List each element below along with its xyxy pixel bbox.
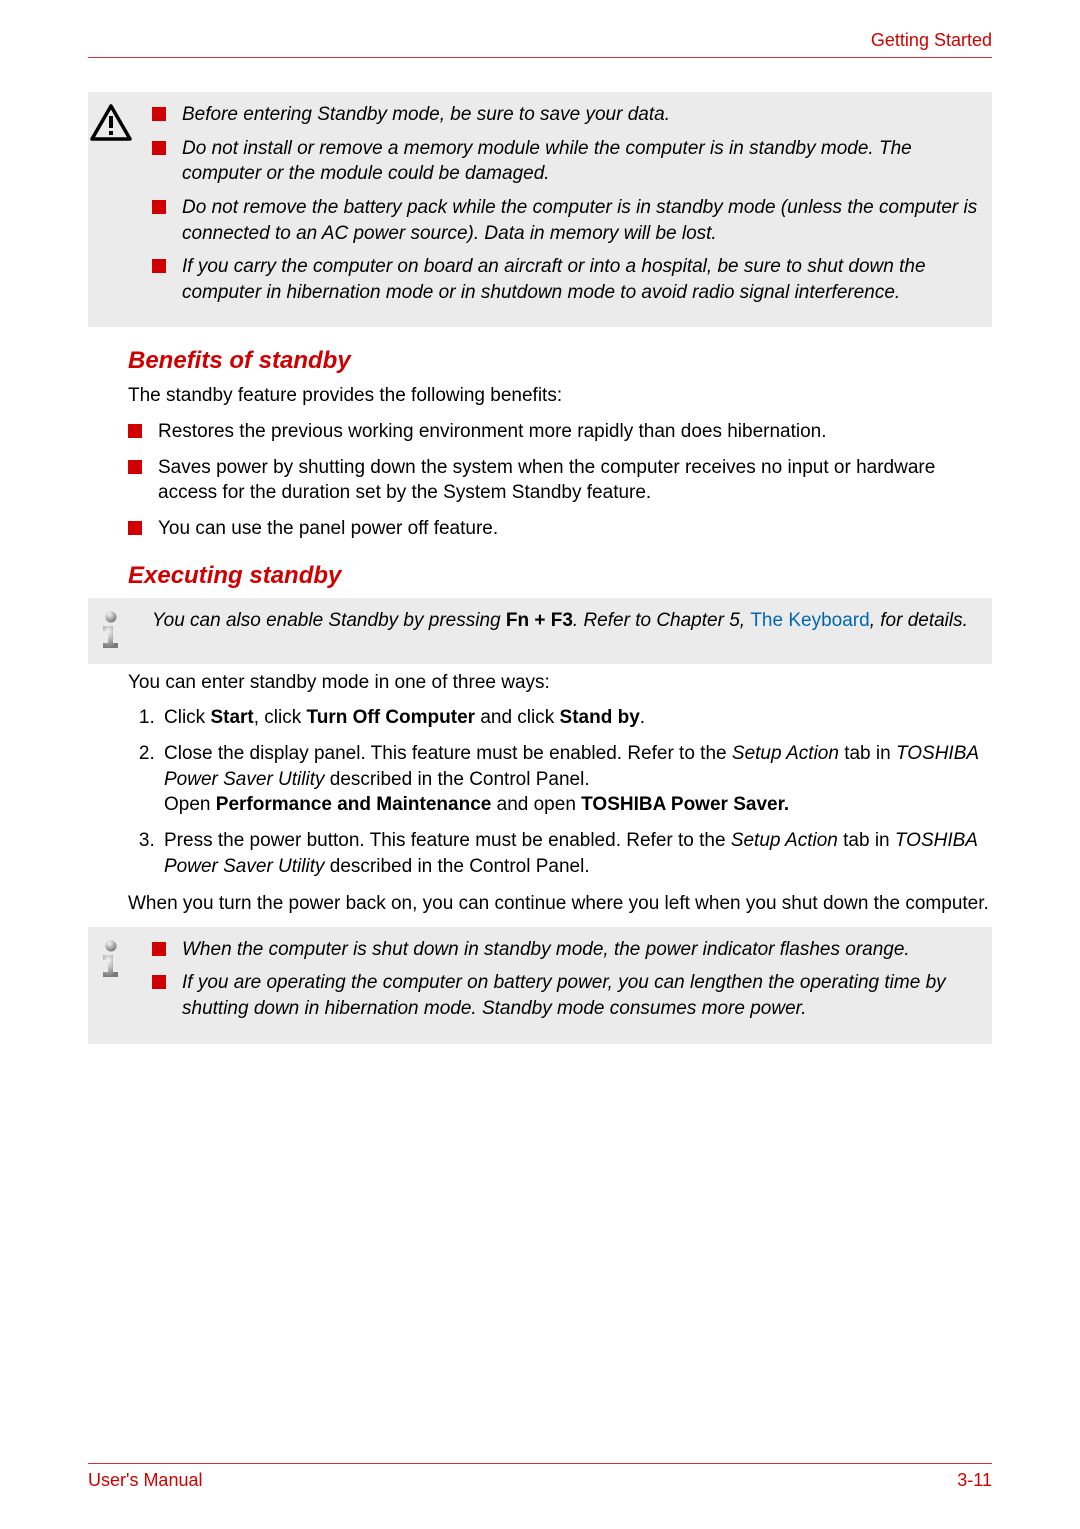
text-bold: Performance and Maintenance <box>216 794 492 815</box>
text: tab in <box>839 743 896 764</box>
text: described in the Control Panel. <box>325 856 590 877</box>
benefits-item: Saves power by shutting down the system … <box>128 455 992 506</box>
final-info-list: When the computer is shut down in standb… <box>152 937 978 1022</box>
text-italic: Setup Action <box>731 830 838 851</box>
caution-item: Before entering Standby mode, be sure to… <box>152 102 978 128</box>
keyboard-link[interactable]: The Keyboard <box>750 610 869 631</box>
text-bold: Fn + F3 <box>506 610 573 631</box>
caution-item: Do not remove the battery pack while the… <box>152 195 978 246</box>
caution-item: Do not install or remove a memory module… <box>152 136 978 187</box>
text: Open <box>164 794 216 815</box>
page-header: Getting Started <box>88 30 992 58</box>
caution-block: Before entering Standby mode, be sure to… <box>88 92 992 327</box>
caution-list: Before entering Standby mode, be sure to… <box>152 102 978 305</box>
text: tab in <box>838 830 895 851</box>
footer-right: 3-11 <box>957 1470 992 1491</box>
benefits-heading: Benefits of standby <box>128 347 992 375</box>
info-block-1: You can also enable Standby by pressing … <box>88 598 992 664</box>
info-icon <box>88 608 134 650</box>
text-bold: Stand by <box>560 707 640 728</box>
caution-item: If you carry the computer on board an ai… <box>152 254 978 305</box>
benefits-intro: The standby feature provides the followi… <box>128 383 992 409</box>
text: , click <box>254 707 307 728</box>
benefits-list: Restores the previous working environmen… <box>128 419 992 542</box>
info-item: If you are operating the computer on bat… <box>152 970 978 1021</box>
text: . <box>640 707 645 728</box>
text: described in the Control Panel. <box>325 769 590 790</box>
text: Close the display panel. This feature mu… <box>164 743 732 764</box>
page-footer: User's Manual 3-11 <box>88 1463 992 1491</box>
header-section-title: Getting Started <box>871 30 992 51</box>
executing-outro: When you turn the power back on, you can… <box>128 891 992 917</box>
page-content: Before entering Standby mode, be sure to… <box>88 92 992 1044</box>
executing-intro: You can enter standby mode in one of thr… <box>128 670 992 696</box>
text: Click <box>164 707 210 728</box>
text: . Refer to Chapter 5, <box>573 610 750 631</box>
info-icon <box>88 937 134 979</box>
caution-icon <box>88 102 134 142</box>
text-italic: Setup Action <box>732 743 839 764</box>
text: , for details. <box>870 610 968 631</box>
text-bold: TOSHIBA Power Saver. <box>581 794 789 815</box>
step-item: Click Start, click Turn Off Computer and… <box>160 705 992 731</box>
benefits-item: Restores the previous working environmen… <box>128 419 992 445</box>
text-bold: Start <box>210 707 253 728</box>
executing-heading: Executing standby <box>128 562 992 590</box>
text-bold: Turn Off Computer <box>307 707 476 728</box>
executing-steps: Click Start, click Turn Off Computer and… <box>128 705 992 879</box>
info-text: You can also enable Standby by pressing … <box>152 608 978 634</box>
text: and open <box>491 794 581 815</box>
info-block-2: When the computer is shut down in standb… <box>88 927 992 1044</box>
text: and click <box>475 707 559 728</box>
text: Press the power button. This feature mus… <box>164 830 731 851</box>
step-item: Close the display panel. This feature mu… <box>160 741 992 818</box>
page: Getting Started Before entering Standby … <box>0 0 1080 1529</box>
info-item: When the computer is shut down in standb… <box>152 937 978 963</box>
text: You can also enable Standby by pressing <box>152 610 506 631</box>
step-item: Press the power button. This feature mus… <box>160 828 992 879</box>
benefits-item: You can use the panel power off feature. <box>128 516 992 542</box>
footer-left: User's Manual <box>88 1470 202 1491</box>
